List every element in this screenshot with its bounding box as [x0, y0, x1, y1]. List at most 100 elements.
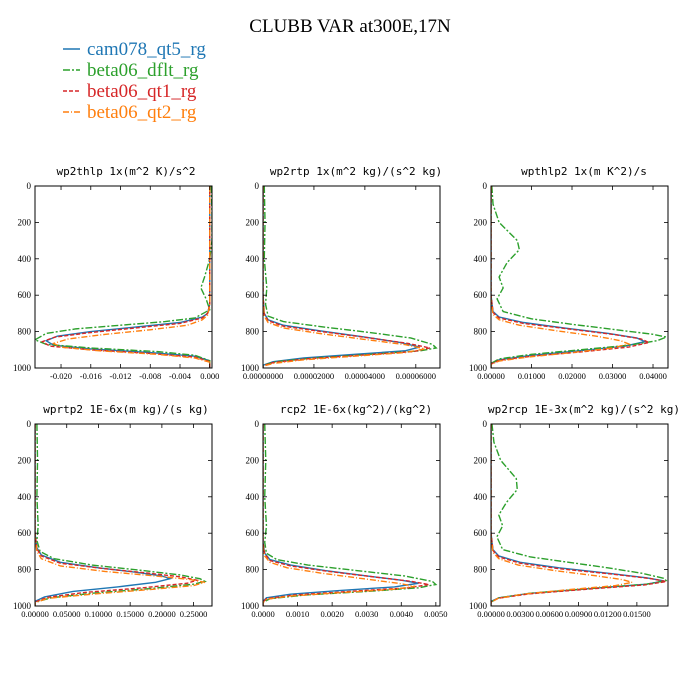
panel-5: rcp2 1E-6x(kg^2)/(kg^2) 0.0000 0.0010 0.002… — [241, 403, 448, 619]
x-tick-label: 0.20000 — [148, 609, 176, 619]
x-tick-label: 0.00000000 — [243, 371, 283, 381]
y-tick-label: 600 — [18, 290, 32, 300]
x-tick-label: 0.0030 — [355, 609, 378, 619]
series-line-beta06_dflt_rg — [263, 424, 438, 606]
y-tick-label: 800 — [246, 565, 260, 575]
y-tick-label: 1000 — [241, 363, 260, 373]
legend-label-qt2: beta06_qt2_rg — [87, 102, 197, 123]
series-line-beta06_qt2_rg — [35, 424, 206, 606]
y-tick-label: 400 — [246, 254, 260, 264]
series-line-beta06_dflt_rg — [35, 186, 212, 368]
x-tick-label: 0.10000 — [85, 609, 113, 619]
y-tick-label: 0 — [255, 181, 260, 191]
y-tick-label: 0 — [27, 419, 32, 429]
plot-frame — [34, 185, 213, 369]
panel-title: wprtp2 1E-6x(m kg)/(s kg) — [43, 403, 209, 416]
figure-title: CLUBB VAR at300E,17N — [249, 16, 451, 37]
y-tick-label: 600 — [18, 528, 32, 538]
x-tick-label: 0.05000 — [53, 609, 81, 619]
x-tick-label: 0.0000 — [251, 609, 274, 619]
panel-3: wpthlp2 1x(m K^2)/s 0.00000 0.01000 0.02000… — [469, 165, 669, 381]
y-tick-label: 1000 — [13, 363, 32, 373]
series-line-beta06_qt2_rg — [491, 186, 631, 368]
series-group — [491, 186, 668, 368]
x-tick-label: 0.00000 — [477, 609, 505, 619]
x-tick-label: 0.0010 — [286, 609, 309, 619]
legend-entry-cam078: cam078_qt5_rg — [63, 39, 206, 60]
y-tick-label: 400 — [18, 492, 32, 502]
panel-1: wp2thlp 1x(m^2 K)/s^2-0.020 -0.016 -0.012-… — [13, 165, 219, 381]
y-tick-label: 0 — [483, 419, 488, 429]
y-tick-label: 1000 — [469, 363, 488, 373]
y-tick-label: 1000 — [241, 601, 260, 611]
series-line-beta06_qt1_rg — [491, 424, 667, 606]
panel-title: wp2thlp 1x(m^2 K)/s^2 — [56, 165, 195, 178]
y-tick-label: 400 — [474, 254, 488, 264]
legend-label-qt1: beta06_qt1_rg — [87, 81, 197, 102]
plot-frame — [490, 423, 669, 607]
legend-label-dflt: beta06_dflt_rg — [87, 60, 199, 81]
x-tick-label: 0.00300 — [506, 609, 534, 619]
y-tick-label: 800 — [474, 327, 488, 337]
panel-4: wprtp2 1E-6x(m kg)/(s kg) 0.00000 0.05000 0… — [13, 403, 213, 619]
x-tick-label: 0.00002000 — [294, 371, 334, 381]
plot-frame — [490, 185, 669, 369]
series-line-cam078_qt5_rg — [263, 186, 420, 368]
panel-grid: wp2thlp 1x(m^2 K)/s^2-0.020 -0.016 -0.012-… — [13, 165, 680, 619]
series-group — [35, 424, 207, 606]
x-tick-label: 0.00000 — [477, 371, 505, 381]
y-tick-label: 600 — [474, 528, 488, 538]
series-line-beta06_dflt_rg — [263, 186, 438, 368]
x-tick-label: 0.00006000 — [396, 371, 436, 381]
y-tick-label: 0 — [483, 181, 488, 191]
x-tick-label: -0.008 — [139, 371, 161, 381]
plot-frame — [262, 185, 441, 369]
x-tick-label: 0.00600 — [536, 609, 564, 619]
y-tick-label: 200 — [18, 455, 32, 465]
x-tick-label: -0.020 — [50, 371, 72, 381]
y-tick-label: 200 — [474, 217, 488, 227]
legend-entry-qt1: beta06_qt1_rg — [63, 81, 197, 102]
x-tick-label: 0.01200 — [594, 609, 622, 619]
series-line-cam078_qt5_rg — [35, 424, 173, 606]
series-line-beta06_qt1_rg — [263, 424, 430, 606]
y-tick-label: 400 — [246, 492, 260, 502]
x-tick-label: 0.25000 — [180, 609, 208, 619]
series-line-cam078_qt5_rg — [491, 424, 665, 606]
panel-title: wp2rtp 1x(m^2 kg)/(s^2 kg) — [270, 165, 442, 178]
x-tick-label: 0.0050 — [424, 609, 447, 619]
series-line-beta06_qt1_rg — [35, 424, 200, 606]
panel-title: rcp2 1E-6x(kg^2)/(kg^2) — [280, 403, 432, 416]
x-tick-label: 0.02000 — [558, 371, 586, 381]
series-line-beta06_qt1_rg — [491, 186, 652, 368]
legend-entry-dflt: beta06_dflt_rg — [63, 60, 199, 81]
x-tick-label: 0.00000 — [21, 609, 49, 619]
y-tick-label: 200 — [474, 455, 488, 465]
y-tick-label: 0 — [27, 181, 32, 191]
y-tick-label: 200 — [18, 217, 32, 227]
x-tick-label: -0.004 — [169, 371, 192, 381]
y-tick-label: 600 — [246, 290, 260, 300]
x-tick-label: 0.01000 — [518, 371, 546, 381]
y-tick-label: 600 — [246, 528, 260, 538]
x-tick-label: 0.04000 — [639, 371, 667, 381]
plot-frame — [262, 423, 441, 607]
x-tick-label: -0.012 — [110, 371, 132, 381]
series-line-cam078_qt5_rg — [263, 424, 419, 606]
panel-title: wp2rcp 1E-3x(m^2 kg)/(s^2 kg) — [488, 403, 680, 416]
y-tick-label: 1000 — [469, 601, 488, 611]
x-tick-label: 0.00900 — [565, 609, 593, 619]
series-group — [35, 186, 212, 368]
y-tick-label: 800 — [474, 565, 488, 575]
plot-frame — [34, 423, 213, 607]
x-tick-label: 0.01500 — [623, 609, 651, 619]
series-group — [263, 424, 438, 606]
x-tick-label: 0.000 — [200, 371, 219, 381]
x-tick-label: 0.03000 — [599, 371, 627, 381]
y-tick-label: 600 — [474, 290, 488, 300]
series-group — [263, 186, 438, 368]
x-tick-label: -0.016 — [80, 371, 102, 381]
x-tick-label: 0.15000 — [116, 609, 144, 619]
y-tick-label: 400 — [18, 254, 32, 264]
